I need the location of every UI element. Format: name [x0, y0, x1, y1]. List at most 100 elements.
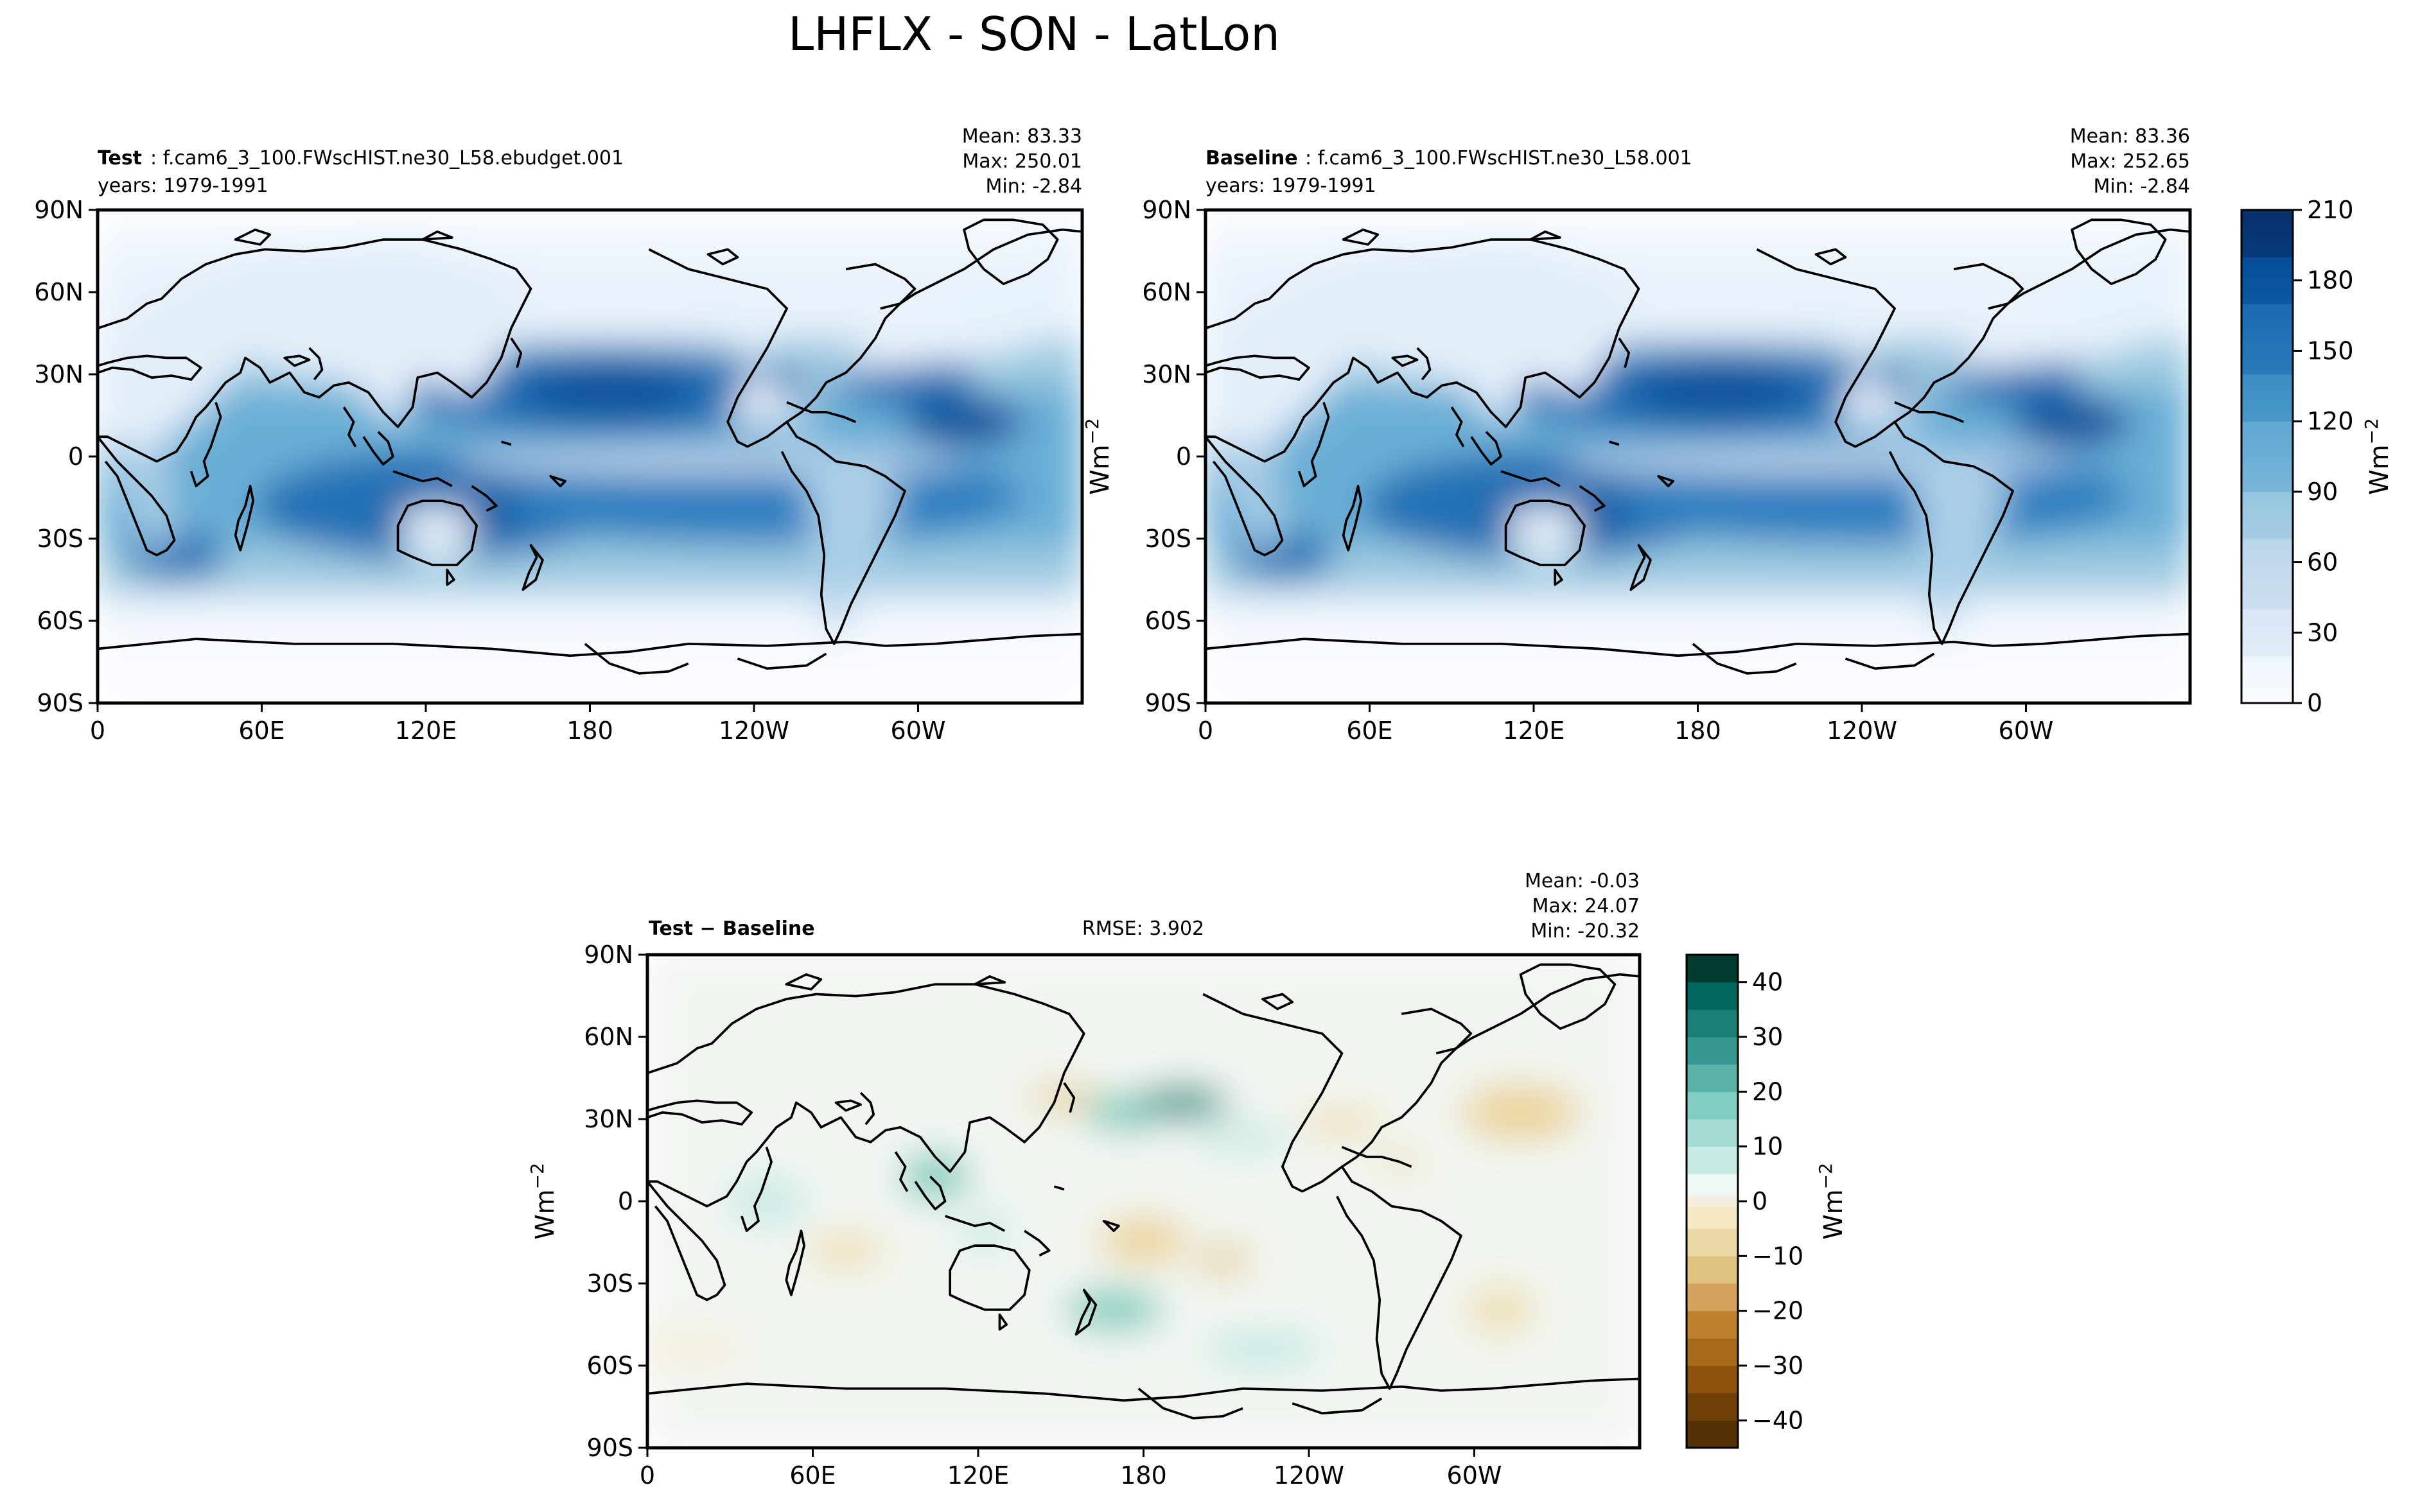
lon-tick-label: 180: [1120, 1461, 1167, 1490]
colorbar-diff-band: [1687, 1310, 1738, 1339]
colorbar-blues-band: [2241, 468, 2293, 492]
colorbar-diff-band: [1687, 955, 1738, 983]
colorbar-diff-band: [1687, 1195, 1738, 1208]
baseline-lat-ticks: 90N 60N 30N 0 30S 60S 90S: [1142, 196, 1206, 717]
colorbar-blues-tick-label: 150: [2307, 336, 2354, 365]
colorbar-diff-tick-label: 40: [1752, 968, 1783, 996]
lat-tick-label: 0: [68, 442, 83, 471]
colorbar-diff-band: [1687, 1366, 1738, 1394]
colorbar-blues-tick-label: 210: [2307, 196, 2354, 224]
colorbar-diff-band: [1687, 1420, 1738, 1448]
colorbar-diff-tick-label: 10: [1752, 1133, 1783, 1161]
colorbar-diff-band: [1687, 1037, 1738, 1065]
lat-tick-label: 90S: [37, 689, 83, 717]
colorbar-blues-band: [2241, 539, 2293, 563]
colorbar-diff-band: [1687, 1228, 1738, 1256]
test-label-bold: Test: [98, 147, 142, 169]
colorbar-diff-band: [1687, 1119, 1738, 1147]
diff-heatmap: [647, 955, 1640, 1448]
lat-tick-label: 60S: [1145, 607, 1191, 635]
lat-tick-label: 0: [1176, 442, 1191, 471]
colorbar-blues-band: [2241, 304, 2293, 328]
colorbar-blues-tick-label: 60: [2307, 548, 2338, 577]
colorbar-diff-band: [1687, 1174, 1738, 1196]
colorbar-blues-label: Wm−2: [2361, 418, 2395, 495]
lat-tick-label: 90S: [587, 1434, 633, 1462]
lon-tick-label: 180: [566, 717, 613, 745]
colorbar-diff-band: [1687, 1009, 1738, 1038]
colorbar-blues-band: [2241, 491, 2293, 516]
test-mean: Mean: 83.33: [962, 125, 1082, 148]
colorbar-diff-band: [1687, 982, 1738, 1010]
lon-tick-label: 120W: [1827, 717, 1897, 745]
test-years: years: 1979-1991: [98, 175, 268, 197]
baseline-years: years: 1979-1991: [1206, 175, 1376, 197]
baseline-panel: Baseline : f.cam6_3_100.FWscHIST.ne30_L5…: [1082, 125, 2192, 745]
diff-min: Min: -20.32: [1530, 920, 1640, 943]
lat-tick-label: 60N: [34, 278, 83, 306]
colorbar-diff: 40 30 20 10 0 −10 −20 −30 −40 Wm−2: [1685, 953, 1849, 1449]
lat-tick-label: 30S: [37, 525, 83, 553]
lat-tick-label: 60N: [1142, 278, 1191, 306]
colorbar-diff-tick-label: −10: [1752, 1242, 1803, 1270]
colorbar-blues-band: [2241, 632, 2293, 657]
colorbar-blues-band: [2241, 515, 2293, 539]
lat-tick-label: 0: [618, 1187, 633, 1215]
test-label-rest: : f.cam6_3_100.FWscHIST.ne30_L58.ebudget…: [150, 147, 624, 169]
colorbar-blues-band: [2241, 374, 2293, 399]
colorbar-diff-ticks: 40 30 20 10 0 −10 −20 −30 −40: [1738, 968, 1803, 1434]
colorbar-diff-band: [1687, 1064, 1738, 1092]
colorbar-blues-frame: [2240, 209, 2294, 704]
colorbar-diff-band: [1687, 1338, 1738, 1366]
baseline-label-rest: : f.cam6_3_100.FWscHIST.ne30_L58.001: [1305, 147, 1692, 169]
lon-tick-label: 60W: [1447, 1461, 1502, 1490]
diff-lat-ticks: 90N 60N 30N 0 30S 60S 90S: [584, 941, 647, 1462]
colorbar-blues-tick-label: 30: [2307, 618, 2338, 647]
test-panel: Test : f.cam6_3_100.FWscHIST.ne30_L58.eb…: [34, 125, 1084, 745]
colorbar-diff-band: [1687, 1393, 1738, 1421]
colorbar-diff-tick-label: −20: [1752, 1297, 1803, 1325]
baseline-mean: Mean: 83.36: [2070, 125, 2190, 148]
baseline-lon-ticks: 0 60E 120E 180 120W 60W: [1198, 703, 2053, 745]
lon-tick-label: 0: [1198, 717, 1213, 745]
lat-tick-label: 30N: [34, 360, 83, 388]
lat-tick-label: 60S: [587, 1351, 633, 1380]
colorbar-diff-band: [1687, 1206, 1738, 1230]
diff-rmse: RMSE: 3.902: [1082, 917, 1204, 940]
lon-tick-label: 60E: [1346, 717, 1392, 745]
baseline-label-bold: Baseline: [1206, 147, 1298, 169]
diff-max: Max: 24.07: [1532, 895, 1640, 917]
colorbar-blues-band: [2241, 351, 2293, 375]
colorbar-blues-ticks: 0 30 60 90 120 150 180 210: [2293, 196, 2354, 717]
lon-tick-label: 120E: [947, 1461, 1010, 1490]
colorbar-blues-band: [2241, 421, 2293, 446]
colorbar-blues-band: [2241, 327, 2293, 351]
lon-tick-label: 180: [1674, 717, 1721, 745]
colorbar-diff-tick-label: 20: [1752, 1077, 1783, 1106]
lat-tick-label: 60N: [584, 1023, 633, 1051]
lon-tick-label: 60E: [238, 717, 285, 745]
colorbar-blues-band: [2241, 586, 2293, 610]
baseline-min: Min: -2.84: [2094, 175, 2191, 198]
colorbar-diff-band: [1687, 1091, 1738, 1120]
test-lon-ticks: 0 60E 120E 180 120W 60W: [90, 703, 946, 745]
colorbar-blues-tick-label: 180: [2307, 266, 2354, 295]
test-min: Min: -2.84: [986, 175, 1083, 198]
colorbar-blues-tick-label: 0: [2307, 689, 2322, 717]
colorbar-blues: 0 30 60 90 120 150 180 210 Wm−2: [2240, 196, 2395, 717]
colorbar-diff-tick-label: −30: [1752, 1351, 1803, 1380]
lat-tick-label: 30N: [1142, 360, 1191, 388]
colorbar-diff-label: Wm−2: [1815, 1163, 1849, 1240]
colorbar-blues-bands: [2241, 210, 2293, 704]
baseline-max: Max: 252.65: [2070, 150, 2190, 173]
colorbar-blues-band: [2241, 233, 2293, 257]
lon-tick-label: 120E: [395, 717, 457, 745]
colorbar-blues-tick-label: 120: [2307, 407, 2354, 435]
lon-tick-label: 0: [640, 1461, 655, 1490]
lon-tick-label: 120E: [1503, 717, 1565, 745]
lon-tick-label: 60W: [891, 717, 946, 745]
colorbar-blues-band: [2241, 257, 2293, 281]
colorbar-diff-band: [1687, 1283, 1738, 1312]
colorbar-blues-band: [2241, 397, 2293, 422]
